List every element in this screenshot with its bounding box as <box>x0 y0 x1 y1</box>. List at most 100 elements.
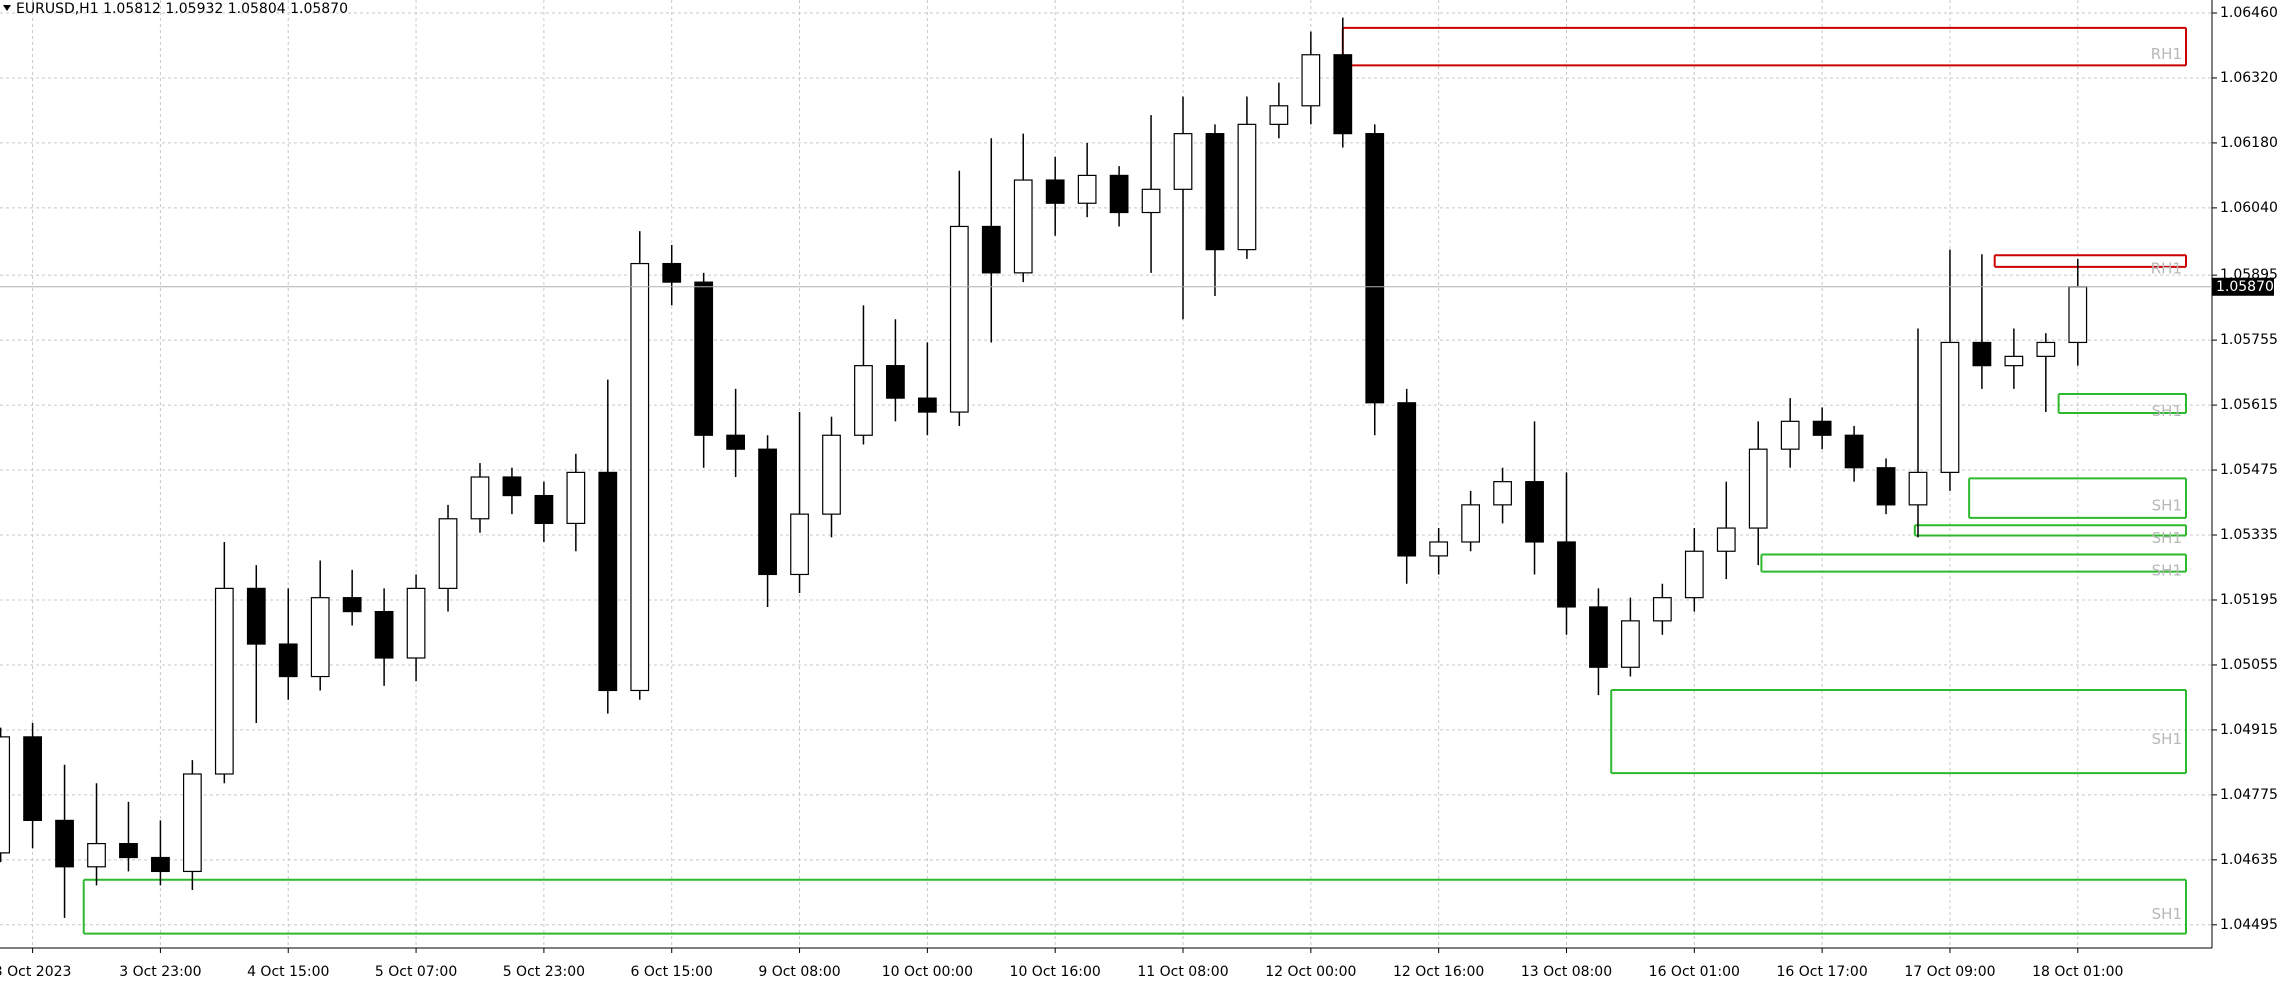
chart-title: EURUSD,H1 1.05812 1.05932 1.05804 1.0587… <box>16 1 348 17</box>
candle-body <box>1557 541 1576 608</box>
candle-body <box>119 842 138 859</box>
x-tick-label: 10 Oct 16:00 <box>1010 964 1101 980</box>
candle-body <box>1748 448 1768 529</box>
candle-body <box>310 597 330 678</box>
candle-body <box>1876 467 1896 506</box>
candle-body <box>1397 402 1417 557</box>
x-tick-label: 13 Oct 08:00 <box>1521 964 1612 980</box>
candle-body <box>630 262 650 692</box>
grid <box>0 0 2212 948</box>
candle-body <box>1716 527 1736 552</box>
zone-label: SH1 <box>2152 402 2182 420</box>
x-tick-label: 17 Oct 09:00 <box>1904 964 1995 980</box>
candle-body <box>917 397 937 413</box>
candle-body <box>694 281 714 436</box>
candle-body <box>438 518 458 589</box>
candle-body <box>662 262 682 283</box>
candle-body <box>1077 174 1097 204</box>
candle-body <box>1972 341 1992 367</box>
candle-body <box>1205 133 1225 251</box>
candle-body <box>502 476 522 497</box>
candle-body <box>1780 420 1800 450</box>
candle-body <box>0 736 11 854</box>
y-tick-label: 1.05055 <box>2220 657 2278 673</box>
candle-body <box>1237 123 1257 251</box>
x-tick-label: 12 Oct 16:00 <box>1393 964 1484 980</box>
y-tick-label: 1.04915 <box>2220 722 2278 738</box>
candle-body <box>534 494 554 525</box>
x-tick-label: 18 Oct 01:00 <box>2032 964 2123 980</box>
candle-body <box>1493 481 1512 506</box>
x-tick-label: 12 Oct 00:00 <box>1265 964 1356 980</box>
last-price-box <box>2212 277 2274 296</box>
candle-body <box>1621 620 1640 668</box>
candle-body <box>1461 504 1481 543</box>
candle-body <box>1141 188 1161 214</box>
x-tick-label: 16 Oct 17:00 <box>1776 964 1867 980</box>
y-tick-label: 1.05195 <box>2220 592 2278 608</box>
y-tick-label: 1.05475 <box>2220 462 2278 478</box>
candle-body <box>1589 606 1608 668</box>
candle-body <box>758 448 777 576</box>
candle-body <box>23 736 42 821</box>
y-tick-label: 1.06460 <box>2220 5 2278 21</box>
candle-body <box>566 471 586 525</box>
menu-triangle[interactable] <box>3 5 11 11</box>
candle-body <box>1013 179 1033 274</box>
candle-body <box>1269 105 1289 125</box>
zone-label: SH1 <box>2152 730 2182 748</box>
candle-body <box>726 434 746 450</box>
zone-label: SH1 <box>2152 497 2182 515</box>
candle-body <box>374 610 394 659</box>
candle-body <box>1684 550 1704 599</box>
candle-body <box>1652 597 1672 622</box>
y-tick-label: 1.06180 <box>2220 135 2278 151</box>
candle-body <box>1301 54 1321 107</box>
candle-body <box>278 643 298 678</box>
x-tick-label: 3 Oct 2023 <box>0 964 71 980</box>
y-tick-label: 1.04495 <box>2220 917 2278 933</box>
x-tick-label: 9 Oct 08:00 <box>758 964 840 980</box>
candle-body <box>1429 541 1449 557</box>
candle-body <box>1908 471 1928 506</box>
x-tick-label: 3 Oct 23:00 <box>119 964 201 980</box>
candle-body <box>981 225 1001 274</box>
y-tick-label: 1.04775 <box>2220 787 2278 803</box>
candle-body <box>1333 54 1353 135</box>
y-tick-label: 1.05335 <box>2220 527 2278 543</box>
candle-body <box>87 842 106 868</box>
y-tick-label: 1.05615 <box>2220 397 2278 413</box>
candles <box>0 17 2088 918</box>
candle-body <box>1365 133 1385 404</box>
candle-body <box>1173 133 1193 190</box>
zone-label: RH1 <box>2151 45 2182 63</box>
candle-body <box>1045 179 1065 204</box>
y-tick-label: 1.04635 <box>2220 852 2278 868</box>
candle-body <box>182 773 202 873</box>
candle-body <box>406 587 426 659</box>
zones: RH1 RH1 SH1 SH1 SH1 SH1 SH1 SH1 <box>82 26 2187 935</box>
candle-body <box>949 225 969 413</box>
x-tick-label: 5 Oct 07:00 <box>375 964 457 980</box>
candle-body <box>1812 420 1832 436</box>
y-tick-label: 1.06040 <box>2220 200 2278 216</box>
y-tick-label: 1.05755 <box>2220 332 2278 348</box>
candle-body <box>1525 481 1544 543</box>
zone-label: SH1 <box>2152 529 2182 547</box>
candle-body <box>470 476 490 520</box>
zone-label: RH1 <box>2151 260 2182 278</box>
candle-body <box>598 471 618 692</box>
zone-label: SH1 <box>2152 905 2182 923</box>
zone-label: SH1 <box>2152 562 2182 580</box>
candle-body <box>854 365 873 436</box>
x-tick-label: 4 Oct 15:00 <box>247 964 329 980</box>
x-tick-label: 11 Oct 08:00 <box>1137 964 1228 980</box>
candle-body <box>822 434 841 515</box>
axes: 1.064601.063201.061801.060401.058951.057… <box>0 5 2278 980</box>
candle-body <box>790 513 809 576</box>
x-tick-label: 6 Oct 15:00 <box>631 964 713 980</box>
candle-body <box>1109 174 1129 214</box>
candle-body <box>2068 286 2088 344</box>
